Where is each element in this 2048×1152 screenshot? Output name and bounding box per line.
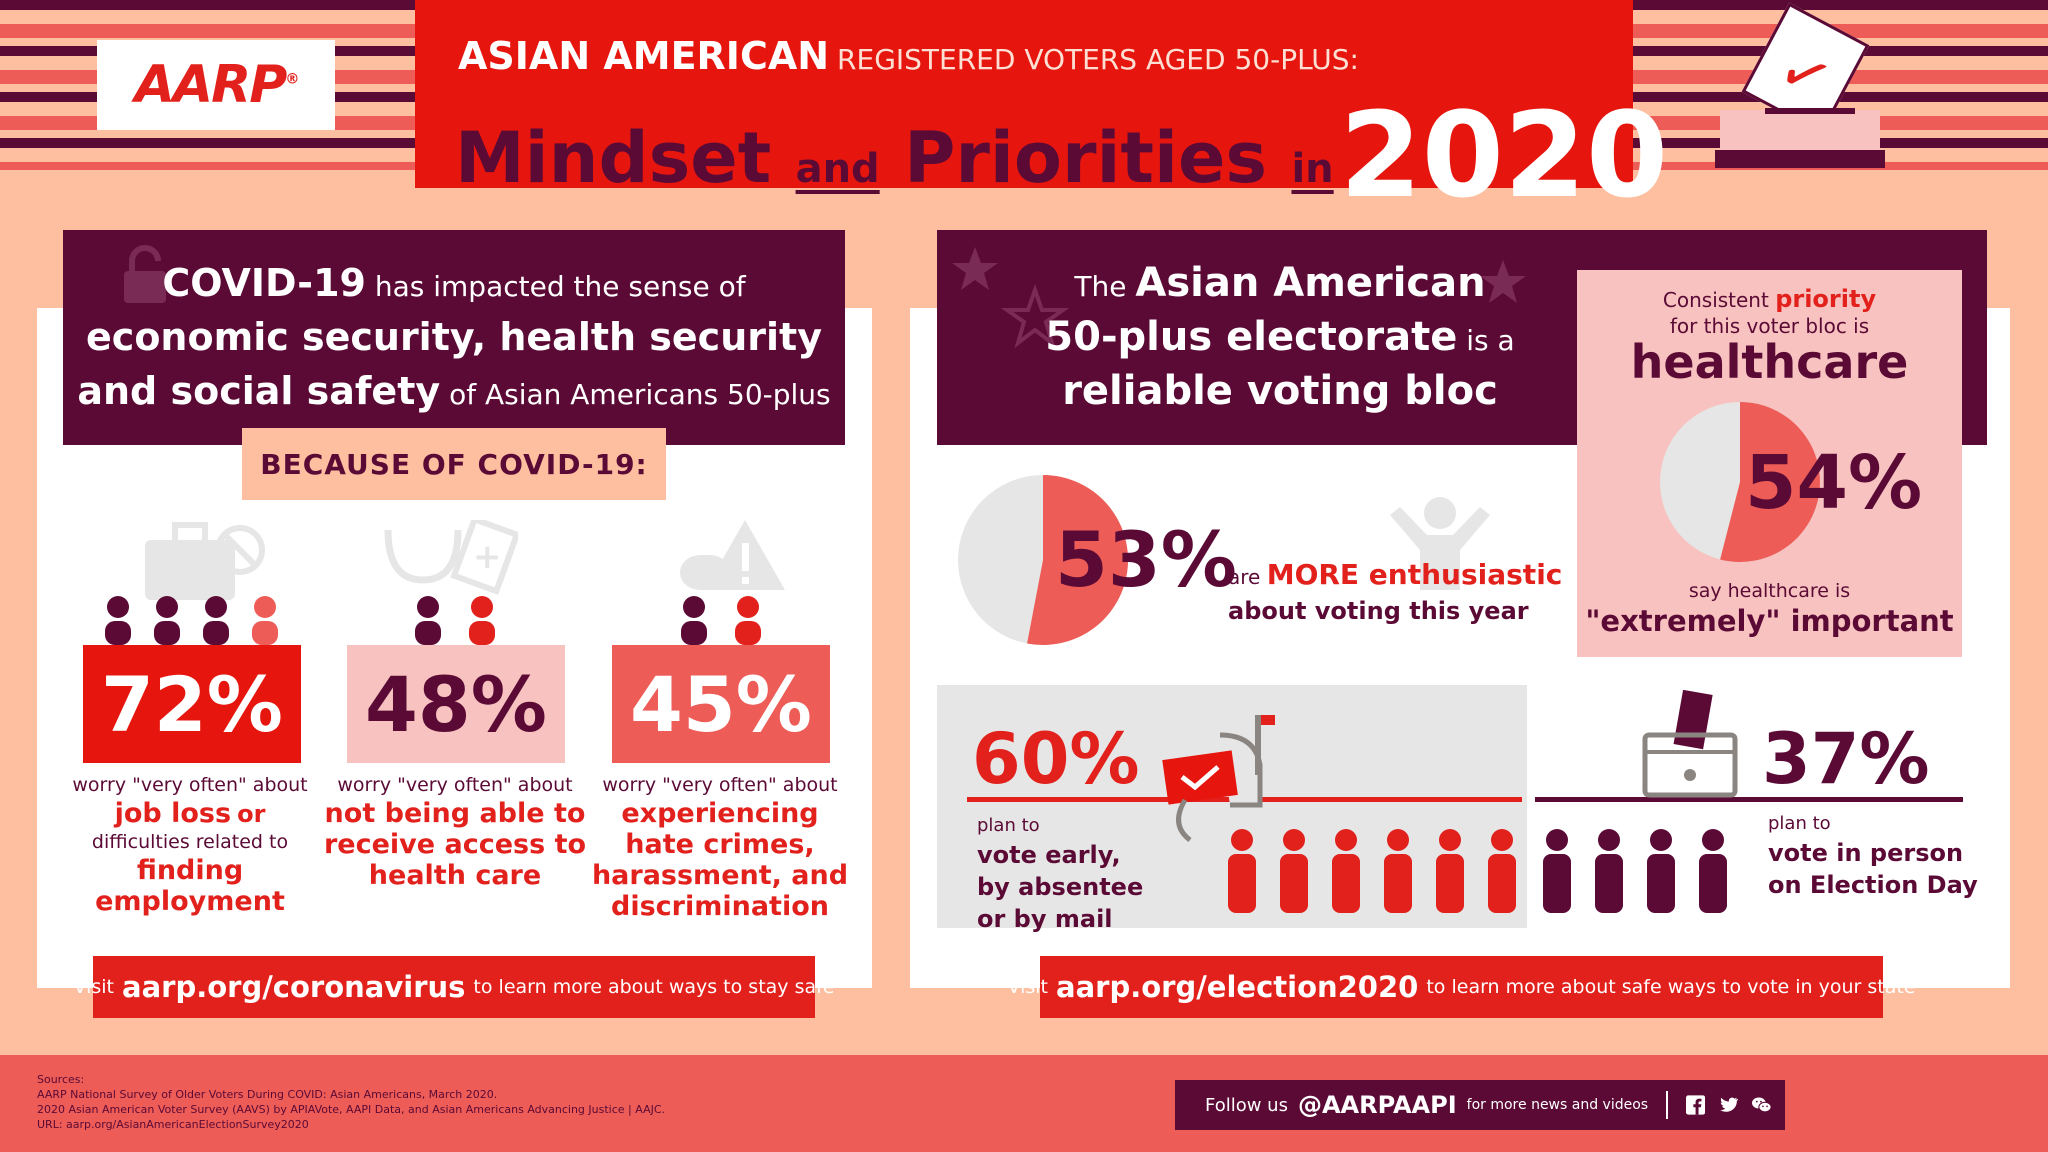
stat-72-caption: worry "very often" about job loss or dif… [72,774,308,917]
plum-people-row-icon [1543,829,1727,913]
in-person-line [1535,797,1963,802]
healthcare-title: healthcare [1630,335,1909,389]
svg-text:+: + [473,537,502,577]
enthusiasm-pie-chart [958,475,1128,645]
because-banner: BECAUSE OF COVID-19: [242,428,666,500]
ballot-slot [1765,108,1855,114]
pie-slice-53 [1027,475,1128,645]
in-person-percent: 37% [1762,718,1930,800]
red-people-row-icon [1228,829,1516,913]
wechat-icon[interactable] [1751,1092,1772,1118]
briefcase-ban-icon [145,522,265,600]
mailbox-icon [1162,715,1275,842]
people-pair-icon [415,596,495,645]
twitter-icon[interactable] [1719,1092,1738,1118]
healthcare-percent: 54% [1745,440,1923,526]
title-line2: Mindset and Priorities in2020 [455,86,1669,224]
sources: Sources: AARP National Survey of Older V… [37,1073,666,1131]
visit-election-link[interactable]: Visit aarp.org/election2020 to learn more … [1008,956,1916,1018]
stethoscope-icon: + [384,520,518,595]
enthusiasm-percent: 53% [1055,515,1237,604]
healthcare-intro: Consistent priority for this voter bloc … [1662,285,1877,338]
in-person-caption: plan to vote in person on Election Day [1768,813,1978,899]
stat-48-box: 48% [347,645,565,763]
early-vote-percent: 60% [972,718,1140,800]
alarm-warning-icon [680,520,785,590]
left-header-text: COVID-19 has impacted the sense of econo… [77,261,831,413]
enthusiasm-caption: are MORE enthusiastic about voting this … [1228,558,1563,625]
visit-coronavirus-link[interactable]: Visit aarp.org/coronavirus to learn more a… [74,956,835,1018]
stat-48-caption: worry "very often" about not being able … [323,774,587,891]
follow-bar: Follow us @AARPAAPI for more news and vide… [1175,1080,1785,1130]
people-pair-icon [681,596,761,645]
title-banner [415,0,1633,188]
stat-45-box: 45% [612,645,830,763]
healthcare-say: say healthcare is [1688,580,1851,602]
ballot-box-vote-icon [1642,690,1738,798]
pie-slice-54 [1720,402,1820,562]
aarp-logo[interactable]: AARP® [97,40,335,130]
healthcare-pie-chart [1660,402,1820,562]
right-header-text: The Asian American 50-plus electorate is… [1045,260,1515,414]
title-line1: ASIAN AMERICAN REGISTERED VOTERS AGED 50-… [458,34,1359,78]
left-header [63,230,845,445]
early-vote-caption: plan to vote early, by absentee or by ma… [977,815,1144,933]
star-icon [1480,260,1526,303]
people-group-icon [105,596,278,645]
facebook-icon[interactable] [1685,1092,1705,1118]
ballot-base [1715,150,1885,168]
stat-72-box: 72% [83,645,301,763]
healthcare-extremely: "extremely" important [1585,604,1954,638]
social-handle[interactable]: @AARPAAPI [1297,1091,1457,1119]
stat-45-caption: worry "very often" about experiencing ha… [591,774,849,922]
unlock-icon [124,245,166,303]
cheering-person-icon [1390,497,1490,590]
stars-icon [952,247,1070,349]
ballot-box-icon [1720,110,1880,150]
